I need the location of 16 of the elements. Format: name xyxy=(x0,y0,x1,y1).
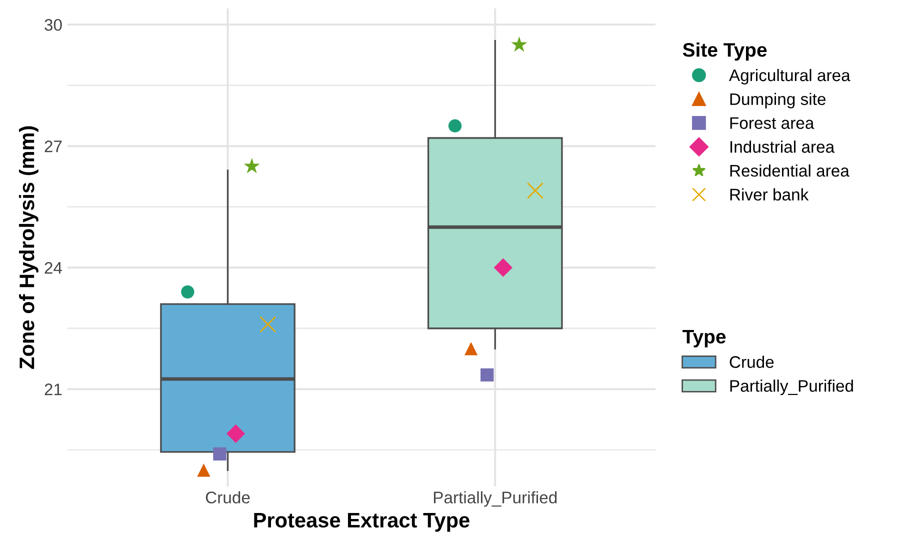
category-label: Crude xyxy=(730,356,774,368)
category-label: Partially_Purified xyxy=(730,380,853,396)
legend-label: Residential area xyxy=(730,164,850,177)
y-tick-label: 30 xyxy=(44,18,62,31)
legend-label: Industrial area xyxy=(730,140,835,153)
y-axis-title: Zone of Hydrolysis (mm) xyxy=(18,126,38,369)
legend-label: Agricultural area xyxy=(729,68,850,84)
y-tick-label: 21 xyxy=(44,384,62,396)
legend-label: Forest area xyxy=(730,117,814,129)
y-tick-label: 27 xyxy=(44,140,62,152)
text: Site Type xyxy=(682,42,767,61)
legend-label: Dumping site xyxy=(730,92,826,108)
x-axis-title: Protease Extract Type xyxy=(254,513,470,532)
text: Type xyxy=(682,330,726,348)
y-tick-label: 24 xyxy=(44,262,62,274)
legend-label: River bank xyxy=(730,188,809,201)
